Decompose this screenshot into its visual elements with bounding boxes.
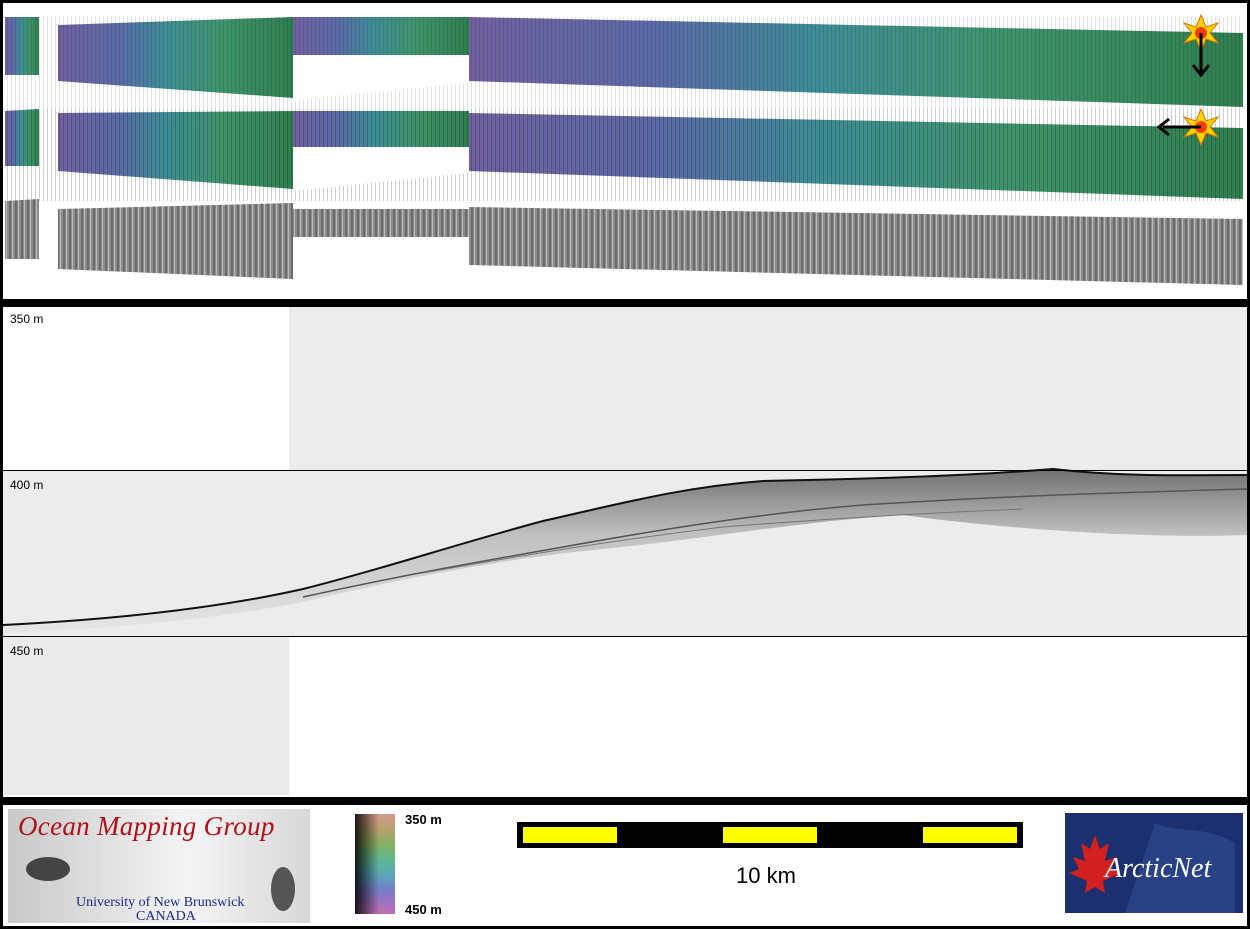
colorbar-top-label: 350 m — [405, 812, 442, 827]
footer-panel: Ocean Mapping Group University of New Br… — [3, 805, 1247, 926]
scale-bar — [517, 822, 1023, 848]
bathymetry-strip-backscatter — [5, 109, 1243, 201]
depth-label-350: 350 m — [10, 312, 44, 326]
depth-label-450: 450 m — [10, 644, 44, 658]
bathymetry-strip-shaded — [5, 17, 1243, 109]
ogm-university: University of New Brunswick — [76, 895, 245, 910]
maple-leaf-icon — [1069, 823, 1235, 913]
colorbar-bottom-label: 450 m — [405, 902, 442, 917]
arrow-down-icon — [1191, 33, 1211, 78]
logo-graphic — [26, 857, 295, 911]
ogm-title: Ocean Mapping Group — [18, 811, 275, 841]
arcticnet-name: ArcticNet — [1105, 853, 1212, 884]
depth-gridline — [3, 470, 1247, 471]
depth-label-400: 400 m — [10, 478, 44, 492]
swath-strips — [5, 13, 1243, 285]
scale-bar-segment — [523, 827, 617, 843]
ocean-mapping-group-logo: Ocean Mapping Group University of New Br… — [8, 809, 310, 923]
depth-gridline — [3, 636, 1247, 637]
scale-bar-segment — [723, 827, 817, 843]
depth-colorbar — [355, 814, 395, 914]
swath-panel — [3, 3, 1247, 299]
scale-bar-segment — [923, 827, 1017, 843]
arrow-left-icon — [1156, 117, 1201, 137]
scale-bar-label: 10 km — [736, 863, 796, 888]
sidescan-strip — [5, 199, 1243, 285]
arcticnet-logo: ArcticNet — [1065, 813, 1243, 913]
ogm-country: CANADA — [136, 909, 196, 923]
subbottom-profile — [3, 307, 1247, 795]
subbottom-profile-panel: 350 m 400 m 450 m — [3, 307, 1247, 797]
